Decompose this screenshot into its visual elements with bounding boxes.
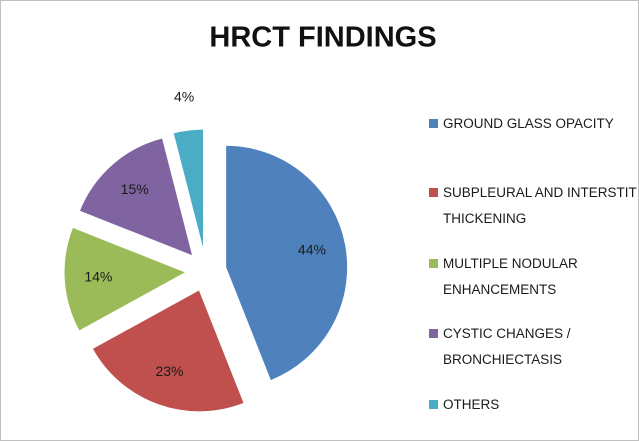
legend-swatch bbox=[429, 188, 438, 197]
legend-item: SUBPLEURAL AND INTERSTITIAL THICKENING bbox=[429, 180, 639, 232]
data-label: 23% bbox=[155, 363, 183, 379]
legend-swatch bbox=[429, 329, 438, 338]
data-label: 14% bbox=[84, 268, 112, 284]
pie-slice bbox=[225, 144, 349, 382]
legend-item: CYSTIC CHANGES / BRONCHIECTASIS bbox=[429, 321, 638, 373]
data-label: 15% bbox=[121, 181, 149, 197]
legend-item: GROUND GLASS OPACITY bbox=[429, 111, 638, 137]
legend-label: OTHERS bbox=[443, 397, 500, 412]
legend-item: MULTIPLE NODULAR ENHANCEMENTS bbox=[429, 251, 638, 303]
data-label: 4% bbox=[174, 89, 194, 105]
pie-slice bbox=[172, 128, 204, 252]
legend-item: OTHERS bbox=[429, 392, 638, 418]
data-label: 44% bbox=[298, 241, 326, 257]
pie-slice bbox=[91, 289, 245, 413]
chart-title: HRCT FINDINGS bbox=[209, 22, 436, 54]
legend-label: SUBPLEURAL AND INTERSTITIAL THICKENING bbox=[443, 185, 639, 226]
legend-swatch bbox=[429, 119, 438, 128]
legend-swatch bbox=[429, 259, 438, 268]
legend-label: GROUND GLASS OPACITY bbox=[443, 116, 614, 131]
legend-label: MULTIPLE NODULAR ENHANCEMENTS bbox=[443, 256, 578, 297]
legend-swatch bbox=[429, 400, 438, 409]
legend-label: CYSTIC CHANGES / BRONCHIECTASIS bbox=[443, 326, 571, 367]
pie-slice bbox=[63, 226, 188, 332]
pie-slice bbox=[78, 137, 194, 257]
